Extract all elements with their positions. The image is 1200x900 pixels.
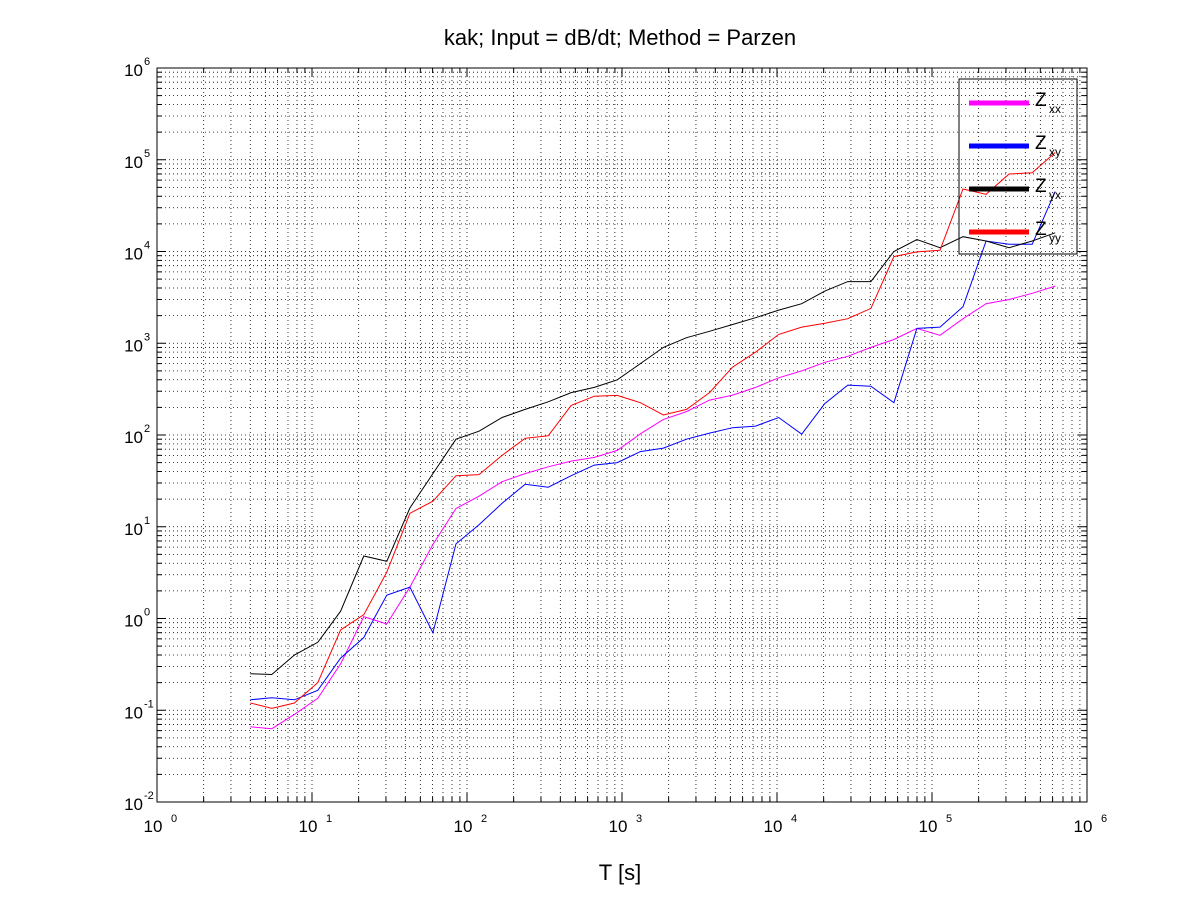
legend-label-subscript: xx bbox=[1049, 102, 1061, 116]
y-tick-label: 10 bbox=[124, 61, 143, 80]
x-tick-label: 10 bbox=[299, 817, 318, 836]
series-line-zxy bbox=[250, 191, 1056, 701]
y-tick-label: 10 bbox=[124, 795, 143, 814]
legend-label-subscript: xy bbox=[1049, 145, 1061, 159]
x-tick-label: 10 bbox=[919, 817, 938, 836]
x-tick-label-exponent: 4 bbox=[791, 813, 797, 825]
y-tick-label-exponent: 4 bbox=[144, 240, 150, 252]
legend-label-zxx: Z bbox=[1035, 90, 1047, 111]
y-tick-label: 10 bbox=[124, 612, 143, 631]
y-tick-label-exponent: -2 bbox=[144, 790, 154, 802]
x-tick-label-exponent: 5 bbox=[946, 813, 952, 825]
legend-box bbox=[958, 78, 1078, 255]
y-tick-label: 10 bbox=[124, 245, 143, 264]
x-tick-label-exponent: 2 bbox=[481, 813, 487, 825]
legend-label-zyx: Z bbox=[1035, 176, 1047, 197]
chart-title: kak; Input = dB/dt; Method = Parzen bbox=[444, 25, 796, 50]
series-line-zyy bbox=[250, 152, 1056, 709]
series-layer bbox=[250, 152, 1056, 730]
y-tick-label-exponent: 6 bbox=[144, 56, 150, 68]
legend-label-subscript: yy bbox=[1049, 231, 1061, 245]
x-tick-label-exponent: 0 bbox=[171, 813, 177, 825]
axis-ticks: 10 0 10 1 10 2 10 3 10 4 10 5 10 610 -210 -110 010 110 210… bbox=[124, 56, 1107, 836]
y-tick-label: 10 bbox=[124, 428, 143, 447]
x-tick-label: 10 bbox=[1074, 817, 1093, 836]
y-tick-label-exponent: -1 bbox=[144, 698, 154, 710]
y-tick-label: 10 bbox=[124, 703, 143, 722]
y-tick-label: 10 bbox=[124, 520, 143, 539]
y-tick-label-exponent: 0 bbox=[144, 607, 150, 619]
x-tick-label-exponent: 6 bbox=[1101, 813, 1107, 825]
x-axis-label: T [s] bbox=[599, 860, 641, 885]
x-tick-label: 10 bbox=[764, 817, 783, 836]
series-line-zyx bbox=[250, 232, 1056, 676]
legend-label-zyy: Z bbox=[1035, 219, 1047, 240]
y-tick-label: 10 bbox=[124, 336, 143, 355]
grid-lines bbox=[157, 68, 1087, 802]
x-tick-label: 10 bbox=[144, 817, 163, 836]
series-line-zxx bbox=[250, 285, 1056, 730]
y-tick-label-exponent: 5 bbox=[144, 148, 150, 160]
x-tick-label-exponent: 1 bbox=[326, 813, 332, 825]
x-tick-label: 10 bbox=[454, 817, 473, 836]
y-tick-label-exponent: 2 bbox=[144, 423, 150, 435]
y-tick-label-exponent: 3 bbox=[144, 331, 150, 343]
legend-label-subscript: yx bbox=[1049, 188, 1061, 202]
y-tick-label-exponent: 1 bbox=[144, 515, 150, 527]
y-tick-label: 10 bbox=[124, 153, 143, 172]
x-tick-label: 10 bbox=[609, 817, 628, 836]
legend-label-zxy: Z bbox=[1035, 133, 1047, 154]
x-tick-label-exponent: 3 bbox=[636, 813, 642, 825]
